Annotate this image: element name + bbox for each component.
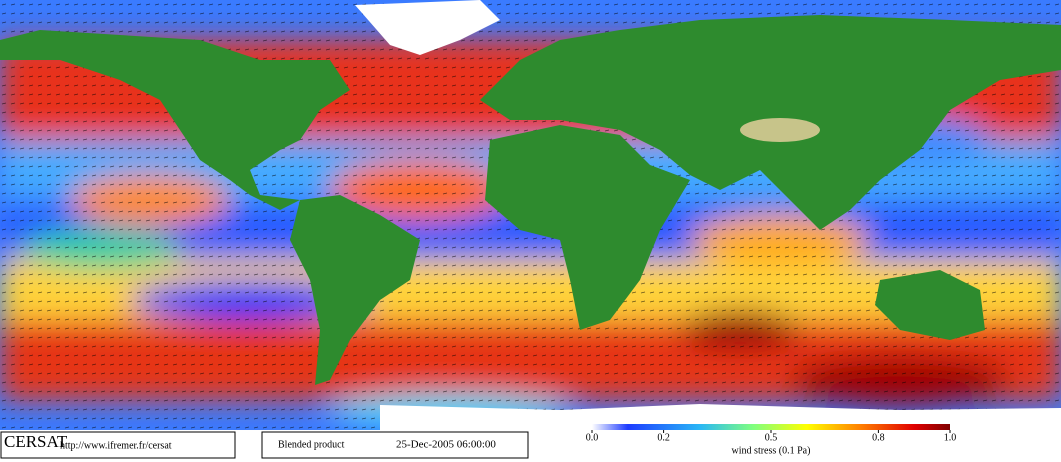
- date: 25-Dec-2005 06:00:00: [396, 439, 496, 451]
- land: [0, 0, 1061, 430]
- colorbar-label: wind stress (0.1 Pa): [732, 445, 811, 456]
- colorbar-tick-label: 0.8: [872, 432, 885, 443]
- url: http://www.ifremer.fr/cersat: [60, 440, 172, 451]
- product: Blended product: [278, 439, 345, 450]
- colorbar-tick-label: 1.0: [944, 432, 957, 443]
- colorbar-tick-label: 0.2: [657, 432, 670, 443]
- colorbar-tick-label: 0.5: [765, 432, 778, 443]
- logo: CERSAT: [4, 432, 68, 451]
- colorbar: [592, 424, 950, 430]
- footer: CERSAT http://www.ifremer.fr/cersat Blen…: [0, 424, 1061, 462]
- colorbar-tick-label: 0.0: [586, 432, 599, 443]
